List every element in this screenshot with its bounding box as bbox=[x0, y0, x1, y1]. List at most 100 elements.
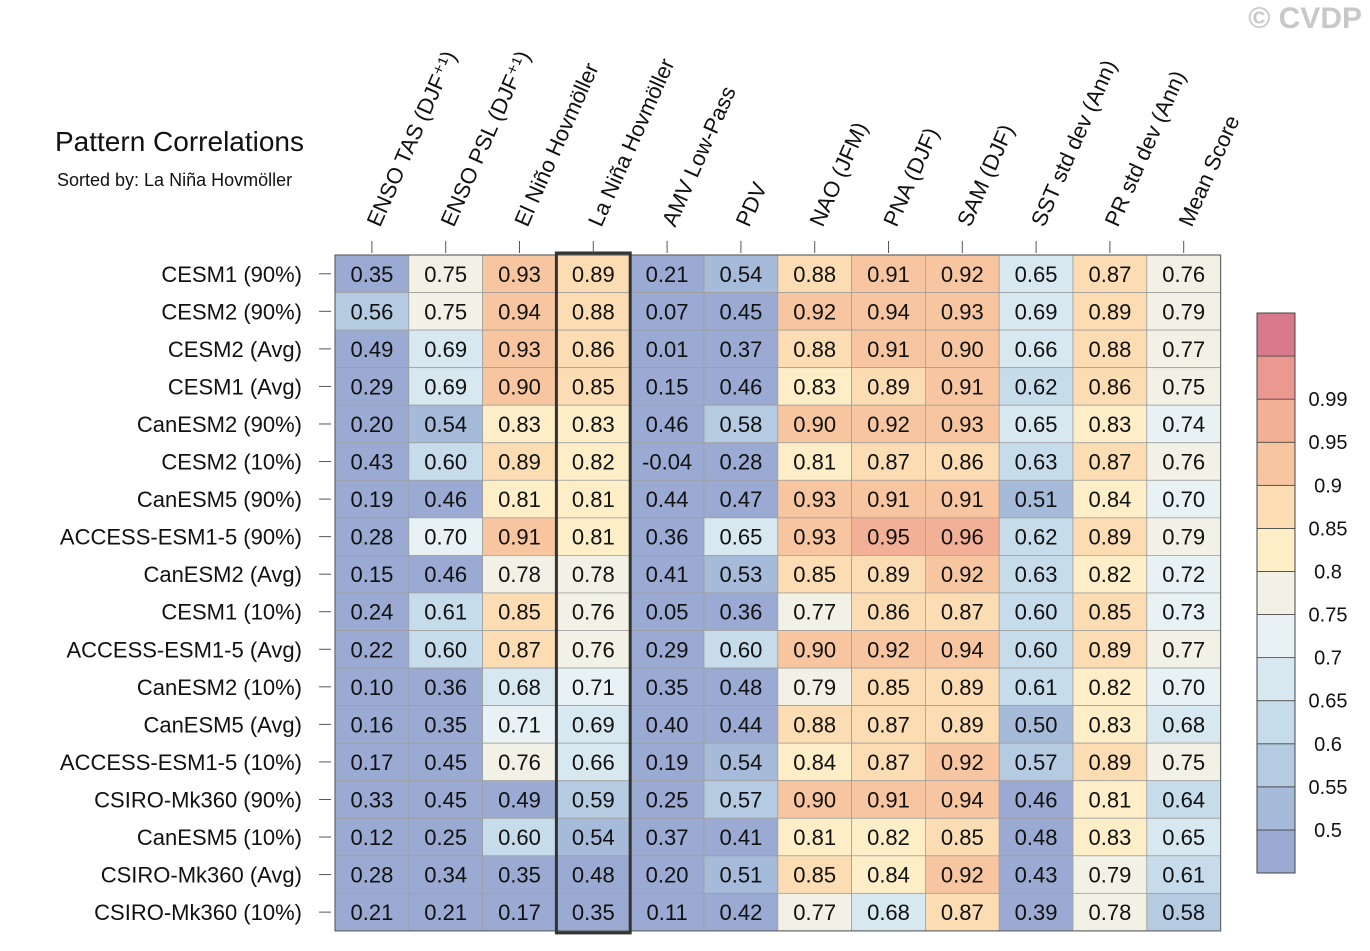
heatmap-cell bbox=[556, 855, 631, 894]
heatmap-cell bbox=[998, 479, 1074, 519]
cell-value-label: 0.92 bbox=[941, 750, 984, 775]
cell-value-label: 0.34 bbox=[424, 863, 467, 888]
heatmap-cell bbox=[1072, 817, 1148, 857]
cell-value-label: 0.01 bbox=[646, 337, 689, 362]
cell-value-label: 0.62 bbox=[1015, 525, 1058, 550]
cell-value-label: 0.85 bbox=[941, 825, 984, 850]
colorbar-bin bbox=[1256, 614, 1296, 659]
heatmap-cell bbox=[925, 592, 1000, 631]
colorbar-tick-label: 0.7 bbox=[1314, 648, 1342, 670]
heatmap-cell bbox=[629, 705, 705, 744]
row-label: CSIRO-Mk360 (Avg) bbox=[101, 863, 302, 888]
cell-value-label: 0.90 bbox=[793, 787, 836, 812]
heatmap-cell bbox=[408, 367, 483, 406]
cell-value-label: 0.85 bbox=[498, 600, 541, 625]
heatmap-cell bbox=[925, 442, 1000, 481]
cell-value-label: 0.58 bbox=[719, 412, 762, 437]
cell-value-label: 0.35 bbox=[572, 900, 615, 925]
cell-value-label: 0.45 bbox=[719, 299, 762, 324]
heatmap-cell bbox=[925, 630, 1000, 669]
heatmap-cell bbox=[925, 855, 1000, 894]
cell-value-label: 0.60 bbox=[719, 637, 762, 662]
cell-value-label: 0.28 bbox=[719, 450, 762, 475]
heatmap-cell bbox=[408, 742, 483, 782]
row-label: CESM2 (90%) bbox=[161, 299, 302, 324]
heatmap-cell bbox=[408, 817, 483, 857]
heatmap-cell bbox=[925, 705, 1000, 744]
row-label: ACCESS-ESM1-5 (90%) bbox=[60, 525, 302, 550]
column-label: SAM (DJF) bbox=[952, 121, 1019, 231]
heatmap-cell bbox=[1072, 442, 1148, 481]
heatmap-cell bbox=[1146, 329, 1222, 369]
heatmap-cell bbox=[1072, 479, 1148, 519]
heatmap-cell bbox=[777, 742, 852, 782]
row-label: ACCESS-ESM1-5 (10%) bbox=[60, 750, 302, 775]
cell-value-label: 0.87 bbox=[867, 750, 910, 775]
heatmap-cell bbox=[482, 592, 557, 631]
cell-value-label: 0.42 bbox=[719, 900, 762, 925]
heatmap-cell bbox=[925, 817, 1000, 857]
heatmap-cell bbox=[556, 817, 631, 857]
cell-value-label: 0.94 bbox=[941, 787, 984, 812]
cell-value-label: 0.78 bbox=[572, 562, 615, 587]
cell-value-label: 0.69 bbox=[424, 374, 467, 399]
cell-value-label: 0.89 bbox=[941, 712, 984, 737]
cell-value-label: 0.89 bbox=[867, 562, 910, 587]
cell-value-label: 0.76 bbox=[572, 637, 615, 662]
heatmap-cell bbox=[1146, 855, 1222, 894]
cell-value-label: 0.65 bbox=[1162, 825, 1205, 850]
cell-value-label: 0.91 bbox=[941, 374, 984, 399]
heatmap-cell bbox=[408, 705, 483, 744]
cell-value-label: 0.88 bbox=[1088, 337, 1131, 362]
column-label: AMV Low-Pass bbox=[657, 82, 741, 230]
row-label: CanESM2 (90%) bbox=[137, 412, 302, 437]
heatmap-cell bbox=[1146, 404, 1222, 444]
heatmap-cell bbox=[482, 742, 557, 782]
chart-title: Pattern Correlations bbox=[55, 126, 305, 157]
cell-value-label: 0.83 bbox=[498, 412, 541, 437]
cell-value-label: 0.86 bbox=[572, 337, 615, 362]
heatmap-cell bbox=[703, 592, 779, 631]
cell-value-label: 0.84 bbox=[1088, 487, 1131, 512]
heatmap-cell bbox=[334, 329, 410, 369]
cell-value-label: 0.58 bbox=[1162, 900, 1205, 925]
cell-value-label: 0.92 bbox=[941, 262, 984, 287]
heatmap-cell bbox=[777, 442, 852, 481]
cell-value-label: 0.60 bbox=[424, 450, 467, 475]
row-label: CSIRO-Mk360 (10%) bbox=[94, 900, 302, 925]
heatmap-cell bbox=[408, 855, 483, 894]
cell-value-label: 0.48 bbox=[719, 675, 762, 700]
heatmap-cell bbox=[408, 254, 483, 293]
heatmap-cell bbox=[408, 592, 483, 631]
cell-value-label: 0.49 bbox=[350, 337, 393, 362]
cell-value-label: 0.35 bbox=[350, 262, 393, 287]
heatmap-cell bbox=[703, 817, 779, 857]
cell-value-label: 0.85 bbox=[793, 863, 836, 888]
cell-value-label: 0.83 bbox=[793, 374, 836, 399]
cell-value-label: 0.81 bbox=[572, 487, 615, 512]
cell-value-label: 0.90 bbox=[941, 337, 984, 362]
cell-value-label: 0.10 bbox=[350, 675, 393, 700]
heatmap-cell bbox=[851, 667, 926, 706]
heatmap-cell bbox=[556, 892, 631, 932]
cell-value-label: 0.28 bbox=[350, 863, 393, 888]
cell-value-label: 0.93 bbox=[498, 262, 541, 287]
colorbar-bin bbox=[1256, 527, 1296, 572]
colorbar-tick-label: 0.8 bbox=[1314, 561, 1342, 583]
cell-value-label: 0.94 bbox=[941, 637, 984, 662]
cell-value-label: 0.39 bbox=[1015, 900, 1058, 925]
chart-subtitle: Sorted by: La Niña Hovmöller bbox=[57, 170, 293, 190]
cell-value-label: 0.75 bbox=[424, 299, 467, 324]
heatmap-cell bbox=[556, 592, 631, 631]
cell-value-label: 0.37 bbox=[646, 825, 689, 850]
heatmap-cell bbox=[998, 555, 1074, 594]
cell-value-label: 0.86 bbox=[941, 450, 984, 475]
cell-value-label: 0.91 bbox=[867, 787, 910, 812]
cell-value-label: 0.05 bbox=[646, 600, 689, 625]
cell-value-label: 0.65 bbox=[1015, 412, 1058, 437]
cell-value-label: 0.81 bbox=[498, 487, 541, 512]
cell-value-label: 0.89 bbox=[572, 262, 615, 287]
heatmap-cell bbox=[482, 367, 557, 406]
cell-value-label: 0.79 bbox=[793, 675, 836, 700]
cell-value-label: 0.87 bbox=[941, 600, 984, 625]
